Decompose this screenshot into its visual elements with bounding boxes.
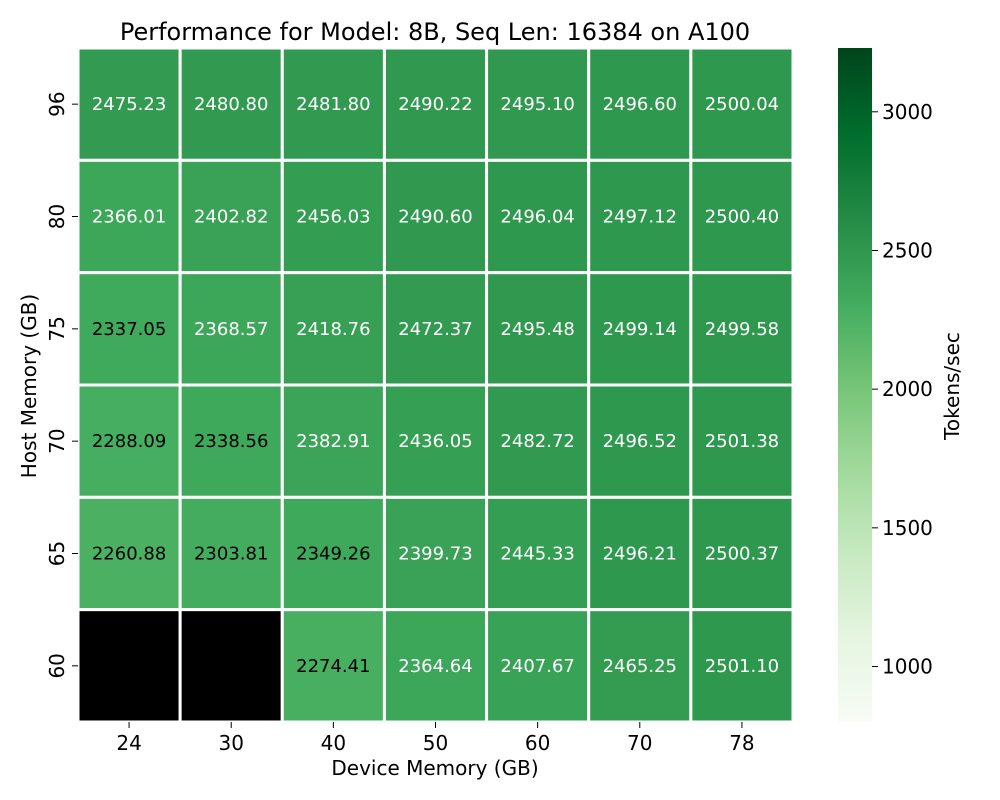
heatmap-cell — [689, 383, 795, 499]
colorbar-ticks: 1000 1500 2000 2500 3000 — [872, 100, 933, 679]
y-tick-label: 65 — [45, 541, 69, 566]
cell-value-label: 2364.64 — [398, 656, 472, 677]
y-tick-label: 70 — [45, 428, 69, 453]
x-tick-label: 60 — [525, 731, 550, 755]
colorbar-tick-label: 3000 — [882, 100, 933, 124]
cell-value-label: 2499.58 — [705, 319, 779, 340]
heatmap-cell — [382, 271, 489, 387]
cell-value-label: 2495.48 — [500, 319, 574, 340]
cell-value-label: 2288.09 — [92, 431, 166, 452]
heatmap-cell — [587, 46, 693, 162]
cell-value-label: 2349.26 — [296, 544, 370, 565]
x-tick-label: 70 — [627, 731, 652, 755]
heatmap-cell — [178, 608, 284, 724]
cell-value-label: 2500.04 — [705, 94, 779, 115]
heatmap-cell — [280, 608, 386, 724]
heatmap-cell — [178, 383, 284, 499]
cell-value-label: 2436.05 — [398, 431, 472, 452]
cell-value-label: 2274.41 — [296, 656, 370, 677]
heatmap-cell — [382, 608, 489, 724]
cell-value-label: 2337.05 — [92, 319, 166, 340]
cell-value-label: 2456.03 — [296, 207, 370, 228]
cell-value-label: 2366.01 — [92, 207, 166, 228]
cell-value-label: 2482.72 — [500, 431, 574, 452]
cell-value-label: 2490.60 — [398, 207, 472, 228]
colorbar-tick-label: 2000 — [882, 377, 933, 401]
x-axis-ticks: 24 30 40 50 60 70 78 — [116, 722, 755, 755]
y-tick-label: 96 — [45, 91, 69, 116]
heatmap-cell — [587, 383, 693, 499]
heatmap-cell — [76, 495, 182, 612]
cell-value-label: 2260.88 — [92, 544, 166, 565]
y-axis-ticks: 96 80 75 70 65 60 — [45, 91, 78, 679]
colorbar-tick-label: 1000 — [882, 655, 933, 679]
cell-value-label: 2368.57 — [194, 319, 268, 340]
heatmap-cell — [485, 271, 591, 387]
cell-value-label: 2501.10 — [705, 656, 779, 677]
cell-value-label: 2382.91 — [296, 431, 370, 452]
cell-value-label: 2480.80 — [194, 94, 268, 115]
cell-value-label: 2496.04 — [500, 207, 574, 228]
cell-value-label: 2496.52 — [603, 431, 677, 452]
heatmap-cell — [689, 158, 795, 275]
cell-value-label: 2500.40 — [705, 207, 779, 228]
heatmap-cell — [280, 158, 386, 275]
x-tick-label: 78 — [729, 731, 754, 755]
cell-value-label: 2481.80 — [296, 94, 370, 115]
cell-value-label: 2338.56 — [194, 431, 268, 452]
heatmap-cell — [76, 383, 182, 499]
heatmap-cells: 2475.23 2480.80 2481.80 2490.22 2495.10 2496.… — [76, 46, 795, 724]
cell-value-label: 2472.37 — [398, 319, 472, 340]
heatmap-cell — [76, 608, 182, 724]
x-tick-label: 50 — [423, 731, 448, 755]
heatmap-cell — [178, 46, 284, 162]
cell-value-label: 2497.12 — [603, 207, 677, 228]
cell-value-label: 2496.60 — [603, 94, 677, 115]
cell-value-label: 2499.14 — [603, 319, 677, 340]
y-tick-label: 75 — [45, 316, 69, 341]
y-axis-label: Host Memory (GB) — [17, 294, 41, 478]
cell-value-label: 2465.25 — [603, 656, 677, 677]
heatmap-cell — [587, 271, 693, 387]
cell-value-label: 2495.10 — [500, 94, 574, 115]
heatmap-cell — [280, 495, 386, 612]
heatmap-cell — [178, 271, 284, 387]
chart-title: Performance for Model: 8B, Seq Len: 1638… — [120, 18, 750, 46]
colorbar-label: Tokens/sec — [940, 332, 964, 441]
x-tick-label: 40 — [321, 731, 346, 755]
cell-value-label: 2490.22 — [398, 94, 472, 115]
heatmap-cell — [280, 271, 386, 387]
x-tick-label: 24 — [116, 731, 141, 755]
cell-value-label: 2402.82 — [194, 207, 268, 228]
cell-value-label: 2445.33 — [500, 544, 574, 565]
x-axis-label: Device Memory (GB) — [331, 756, 538, 780]
cell-value-label: 2303.81 — [194, 544, 268, 565]
cell-value-label: 2418.76 — [296, 319, 370, 340]
cell-value-label: 2496.21 — [603, 544, 677, 565]
y-tick-label: 80 — [45, 204, 69, 229]
heatmap-cell — [485, 158, 591, 275]
y-tick-label: 60 — [45, 653, 69, 678]
x-tick-label: 30 — [218, 731, 243, 755]
heatmap-cell — [689, 271, 795, 387]
cell-value-label: 2501.38 — [705, 431, 779, 452]
cell-value-label: 2399.73 — [398, 544, 472, 565]
colorbar-tick-label: 1500 — [882, 516, 933, 540]
colorbar-tick-label: 2500 — [882, 238, 933, 262]
colorbar — [838, 48, 872, 722]
cell-value-label: 2407.67 — [500, 656, 574, 677]
cell-value-label: 2475.23 — [92, 94, 166, 115]
cell-value-label: 2500.37 — [705, 544, 779, 565]
